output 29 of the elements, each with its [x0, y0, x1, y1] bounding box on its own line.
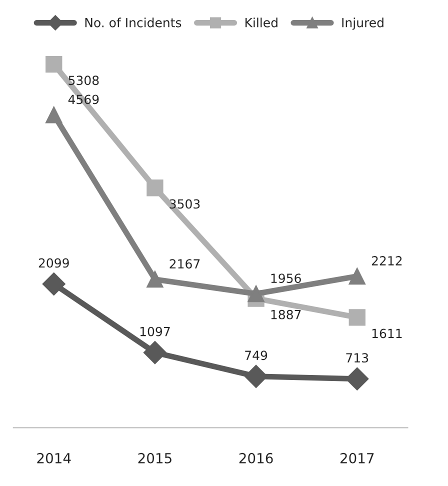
legend-label: Killed	[246, 18, 278, 28]
data-label: 749	[245, 350, 268, 360]
data-label: 5308	[68, 76, 99, 86]
x-tick-label: 2016	[239, 452, 273, 464]
point	[46, 106, 62, 124]
point	[348, 268, 366, 285]
data-label: 713	[346, 353, 368, 363]
data-label: 2212	[372, 256, 402, 266]
data-label: 3503	[170, 199, 200, 209]
point	[146, 180, 164, 196]
legend-label: Injured	[342, 18, 384, 30]
point	[346, 367, 369, 390]
point	[248, 285, 264, 302]
x-tick-label: 2014	[37, 452, 71, 464]
point	[42, 272, 66, 296]
data-label: 2099	[38, 258, 69, 268]
point	[143, 341, 166, 364]
point	[46, 56, 62, 73]
legend-label: No. of Incidents	[85, 18, 182, 28]
data-label: 1956	[271, 274, 301, 284]
data-label: 4569	[68, 94, 99, 104]
data-label: 2167	[170, 259, 200, 269]
data-label: 1611	[372, 328, 402, 338]
point	[348, 309, 366, 326]
data-label: 1097	[140, 326, 170, 336]
point	[146, 271, 164, 288]
data-label: 1887	[271, 310, 301, 320]
x-tick-label: 2015	[138, 452, 172, 464]
x-tick-label: 2017	[340, 452, 374, 464]
